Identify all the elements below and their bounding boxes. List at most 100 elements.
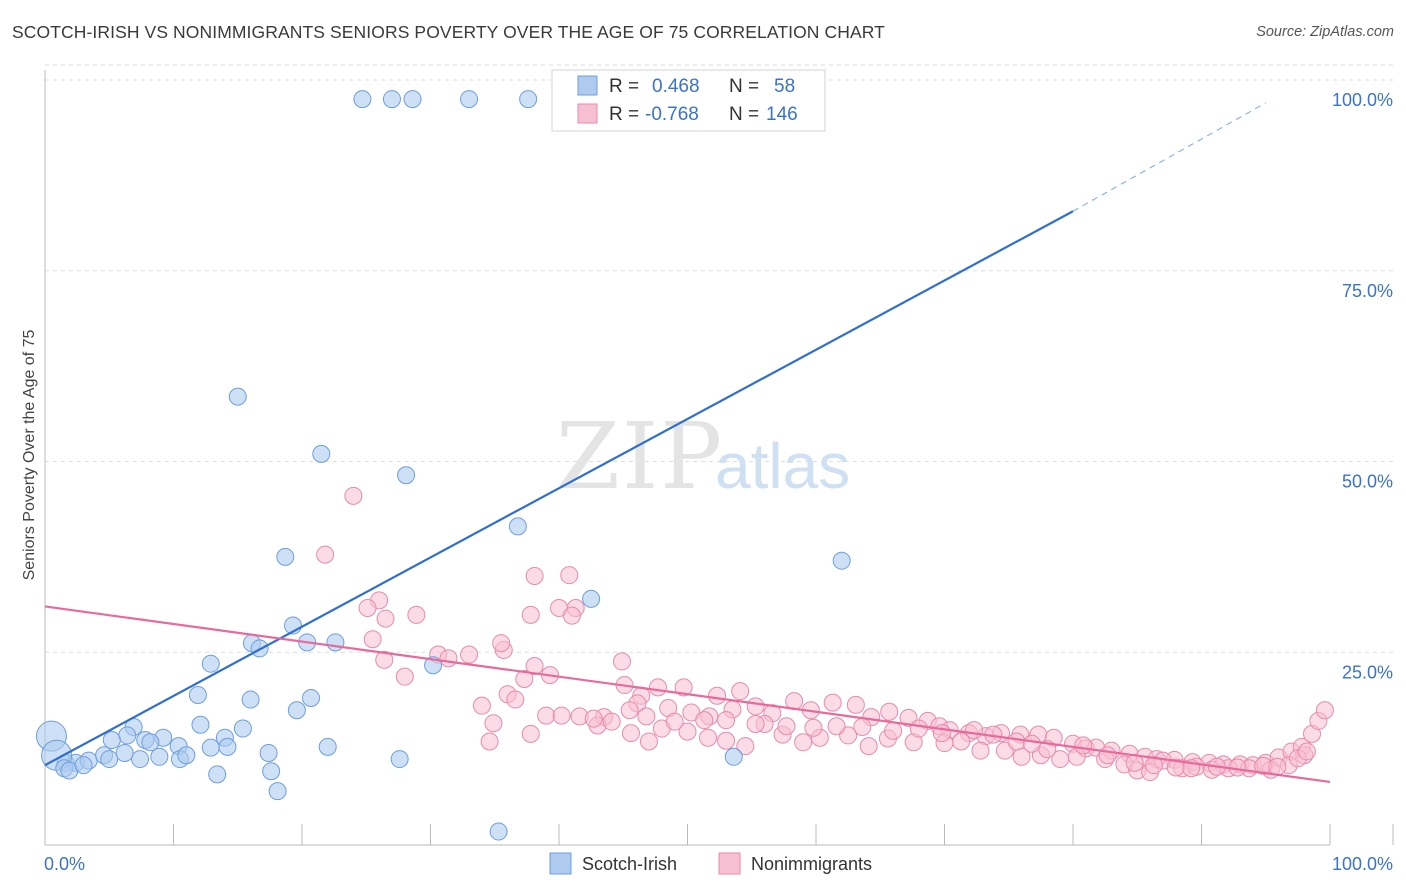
nonimmigrants-point — [794, 733, 813, 752]
scotch-irish-point — [287, 701, 306, 720]
nonimmigrants-point — [717, 711, 736, 730]
bottom-legend-label-nonimmigrants: Nonimmigrants — [751, 854, 872, 874]
nonimmigrants-point — [965, 721, 984, 740]
scotch-irish-point — [724, 747, 743, 766]
nonimmigrants-point — [376, 609, 395, 628]
nonimmigrants-point — [637, 707, 656, 726]
nonimmigrants-point — [460, 645, 479, 664]
scotch-irish-point — [74, 756, 93, 775]
nonimmigrants-point — [971, 741, 990, 760]
nonimmigrants-point — [823, 693, 842, 712]
nonimmigrants-point — [552, 706, 571, 725]
nonimmigrants-point — [562, 606, 581, 625]
nonimmigrants-point — [602, 712, 621, 731]
watermark-zip: ZIP — [556, 403, 724, 510]
series-legend: Scotch-Irish Nonimmigrants — [549, 852, 872, 875]
trend-lines — [44, 102, 1331, 784]
scotch-irish-point — [201, 654, 220, 673]
nonimmigrants-point — [678, 722, 697, 741]
nonimmigrants-point — [484, 714, 503, 733]
bottom-legend-swatch-pink — [718, 852, 741, 875]
nonimmigrants-point — [639, 732, 658, 751]
nonimmigrants-point — [612, 652, 631, 671]
nonimmigrants-point — [952, 732, 971, 751]
scotch-irish-point — [268, 782, 287, 801]
scotch-irish-point — [241, 690, 260, 709]
nonimmigrants-point — [695, 711, 714, 730]
scotch-irish-point — [115, 743, 134, 762]
nonimmigrants-point — [708, 686, 727, 705]
legend-r-label: R = — [609, 76, 639, 97]
scotch-irish-point — [118, 726, 137, 745]
nonimmigrants-point — [1098, 746, 1117, 765]
y-tick-label: 50.0% — [1342, 472, 1393, 492]
nonimmigrants-point — [1144, 756, 1163, 775]
tick-labels: 25.0% 50.0% 75.0% 100.0% 0.0% 100.0% — [44, 90, 1393, 874]
nonimmigrants-point — [859, 737, 878, 756]
nonimmigrants-point — [746, 714, 765, 733]
scotch-irish-point — [508, 517, 527, 536]
nonimmigrants-point — [521, 724, 540, 743]
scotch-irish-point — [141, 733, 160, 752]
nonimmigrants-point — [731, 682, 750, 701]
nonimmigrants-point — [736, 737, 755, 756]
scotch-irish-point — [100, 750, 119, 769]
scotch-irish-point — [318, 737, 337, 756]
legend-r-label: R = — [609, 104, 639, 125]
nonimmigrants-point — [316, 545, 335, 564]
nonimmigrants-point — [506, 690, 525, 709]
scotch-irish-point — [191, 715, 210, 734]
nonimmigrants-point — [827, 717, 846, 736]
nonimmigrants-point — [472, 696, 491, 715]
scotch-irish-point — [201, 738, 220, 757]
scotch-irish-point — [382, 90, 401, 109]
scotch-irish-points — [35, 90, 851, 841]
nonimmigrants-point — [674, 678, 693, 697]
scotch-irish-point — [150, 747, 169, 766]
scotch-irish-point — [519, 90, 538, 109]
nonimmigrants-point — [584, 709, 603, 728]
scotch-irish-trend-extension — [1072, 102, 1267, 212]
scotch-irish-point — [276, 547, 295, 566]
scotch-irish-point — [390, 750, 409, 769]
nonimmigrants-point — [363, 630, 382, 649]
nonimmigrants-point — [621, 724, 640, 743]
nonimmigrants-point — [439, 649, 458, 668]
scotch-irish-trend-line — [44, 210, 1074, 767]
nonimmigrants-point — [1297, 742, 1316, 761]
nonimmigrants-point — [880, 702, 899, 721]
bottom-legend-swatch-blue — [549, 852, 572, 875]
nonimmigrants-point — [699, 728, 718, 747]
scotch-irish-point — [301, 689, 320, 708]
nonimmigrants-point — [358, 598, 377, 617]
scotch-irish-point — [102, 730, 121, 749]
scotch-irish-point — [460, 90, 479, 109]
nonimmigrants-point — [1007, 732, 1026, 751]
nonimmigrants-point — [1268, 757, 1287, 776]
nonimmigrants-point — [777, 717, 796, 736]
nonimmigrants-point — [665, 712, 684, 731]
legend-r-value-nonimmigrants: -0.768 — [645, 104, 699, 125]
correlation-legend: R = 0.468 N = 58 R = -0.768 N = 146 — [551, 69, 826, 132]
legend-n-label: N = — [729, 104, 759, 125]
nonimmigrants-point — [1315, 701, 1334, 720]
nonimmigrants-point — [1022, 734, 1041, 753]
nonimmigrants-point — [492, 634, 511, 653]
scotch-irish-point — [259, 743, 278, 762]
scotch-irish-point — [489, 822, 508, 841]
scotch-irish-point — [208, 765, 227, 784]
scotch-irish-point — [832, 551, 851, 570]
grid-lines — [45, 64, 1395, 653]
y-tick-label: 25.0% — [1342, 662, 1393, 682]
nonimmigrants-point — [884, 721, 903, 740]
nonimmigrants-point — [537, 706, 556, 725]
scotch-irish-point — [326, 633, 345, 652]
nonimmigrants-point — [395, 667, 414, 686]
nonimmigrants-point — [853, 718, 872, 737]
nonimmigrants-point — [521, 605, 540, 624]
nonimmigrants-point — [746, 697, 765, 716]
nonimmigrants-point — [804, 718, 823, 737]
y-tick-label: 75.0% — [1342, 281, 1393, 301]
nonimmigrants-point — [648, 678, 667, 697]
